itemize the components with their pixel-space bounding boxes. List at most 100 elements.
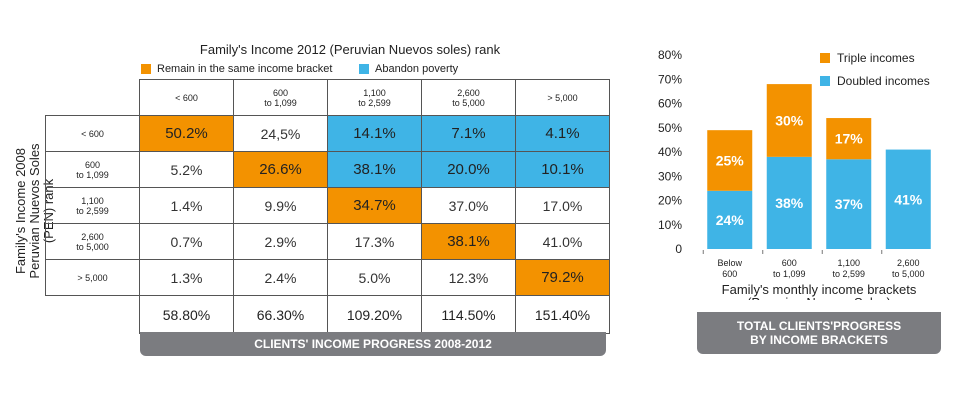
bar-segment bbox=[766, 84, 812, 157]
x-tick-label: to 1,099 bbox=[773, 269, 806, 279]
totals-blank bbox=[45, 295, 140, 334]
matrix-cell: 2.4% bbox=[233, 259, 328, 296]
bar-value-label: 30% bbox=[775, 112, 804, 128]
y-tick-label: 70% bbox=[658, 72, 682, 86]
matrix-cell: 17.3% bbox=[327, 223, 422, 260]
row-header: < 600 bbox=[45, 115, 140, 152]
matrix-row: 1,100 to 2,599 1.4% 9.9% 34.7% 37.0% 17.0% bbox=[45, 187, 610, 224]
matrix-cell: 5.0% bbox=[327, 259, 422, 296]
legend-blue-swatch bbox=[359, 64, 369, 74]
matrix-row: > 5,000 1.3% 2.4% 5.0% 12.3% 79.2% bbox=[45, 259, 610, 296]
income-matrix-table: < 600 600 to 1,099 1,100 to 2,599 2,600 to … bbox=[45, 79, 610, 334]
matrix-total-cell: 151.40% bbox=[515, 295, 610, 334]
matrix-cell: 26.6% bbox=[233, 151, 328, 188]
matrix-title: Family's Income 2012 (Peruvian Nuevos so… bbox=[199, 42, 501, 57]
matrix-cell: 38.1% bbox=[421, 223, 516, 260]
matrix-row: < 600 50.2% 24,5% 14.1% 7.1% 4.1% bbox=[45, 115, 610, 152]
matrix-cell: 2.9% bbox=[233, 223, 328, 260]
col-header: 600 to 1,099 bbox=[233, 79, 328, 116]
bar-value-label: 41% bbox=[894, 191, 923, 207]
matrix-cell: 7.1% bbox=[421, 115, 516, 152]
legend-abandon-label: Abandon poverty bbox=[375, 63, 459, 75]
matrix-banner: CLIENTS' INCOME PROGRESS 2008-2012 bbox=[140, 332, 606, 356]
matrix-total-cell: 109.20% bbox=[327, 295, 422, 334]
y-tick-label: 20% bbox=[658, 194, 682, 208]
matrix-cell: 4.1% bbox=[515, 115, 610, 152]
legend-label: Doubled incomes bbox=[837, 74, 930, 88]
x-tick-label: to 5,000 bbox=[892, 269, 925, 279]
legend-remain-label: Remain in the same income bracket bbox=[157, 63, 333, 75]
x-tick-label: 600 bbox=[782, 258, 797, 268]
matrix-row: 600 to 1,099 5.2% 26.6% 38.1% 20.0% 10.1% bbox=[45, 151, 610, 188]
legend-label: Triple incomes bbox=[837, 51, 915, 65]
x-tick-label: 1,100 bbox=[837, 258, 860, 268]
matrix-row: 2,600 to 5,000 0.7% 2.9% 17.3% 38.1% 41.0% bbox=[45, 223, 610, 260]
y-tick-label: 50% bbox=[658, 121, 682, 135]
matrix-cell: 17.0% bbox=[515, 187, 610, 224]
row-header: 2,600 to 5,000 bbox=[45, 223, 140, 260]
x-tick-label: 2,600 bbox=[897, 258, 920, 268]
matrix-cell: 37.0% bbox=[421, 187, 516, 224]
y-tick-label: 30% bbox=[658, 169, 682, 183]
matrix-total-cell: 58.80% bbox=[139, 295, 234, 334]
row-header: > 5,000 bbox=[45, 259, 140, 296]
x-tick-label: 600 bbox=[722, 269, 737, 279]
row-header: 600 to 1,099 bbox=[45, 151, 140, 188]
y-tick-label: 60% bbox=[658, 97, 682, 111]
col-header: < 600 bbox=[139, 79, 234, 116]
bar-segment bbox=[885, 149, 931, 249]
bar-segment bbox=[826, 159, 872, 249]
chart-banner-line1: TOTAL CLIENTS'PROGRESS bbox=[736, 319, 902, 333]
col-header: 1,100 to 2,599 bbox=[327, 79, 422, 116]
legend-orange-swatch bbox=[141, 64, 151, 74]
y-tick-label: 80% bbox=[658, 48, 682, 62]
legend-abandon: Abandon poverty bbox=[359, 63, 458, 75]
bar-value-label: 38% bbox=[775, 195, 804, 211]
bar-value-label: 37% bbox=[835, 196, 864, 212]
matrix-cell: 38.1% bbox=[327, 151, 422, 188]
x-axis-label: (Peruvian Nuevos Soles) bbox=[747, 295, 891, 300]
bar-segment bbox=[707, 190, 753, 249]
matrix-cell: 24,5% bbox=[233, 115, 328, 152]
matrix-cell: 20.0% bbox=[421, 151, 516, 188]
x-tick-label: to 2,599 bbox=[832, 269, 865, 279]
y-tick-label: 0 bbox=[675, 242, 682, 256]
matrix-cell: 5.2% bbox=[139, 151, 234, 188]
matrix-cell: 41.0% bbox=[515, 223, 610, 260]
chart-banner: TOTAL CLIENTS'PROGRESS BY INCOME BRACKET… bbox=[697, 312, 941, 354]
bar-value-label: 17% bbox=[835, 131, 864, 147]
legend-swatch bbox=[820, 76, 830, 86]
matrix-cell: 79.2% bbox=[515, 259, 610, 296]
matrix-cell: 9.9% bbox=[233, 187, 328, 224]
bar-segment bbox=[826, 118, 872, 160]
bar-value-label: 25% bbox=[716, 152, 745, 168]
matrix-y-label-line1: Family's Income 2008 bbox=[13, 147, 28, 275]
x-axis-label: Family's monthly income brackets bbox=[722, 282, 917, 297]
y-tick-label: 10% bbox=[658, 218, 682, 232]
x-tick-label: Below bbox=[717, 258, 742, 268]
matrix-total-cell: 66.30% bbox=[233, 295, 328, 334]
matrix-header-row: < 600 600 to 1,099 1,100 to 2,599 2,600 to … bbox=[45, 79, 610, 116]
matrix-cell: 1.3% bbox=[139, 259, 234, 296]
legend-remain: Remain in the same income bracket bbox=[141, 63, 332, 75]
matrix-cell: 14.1% bbox=[327, 115, 422, 152]
matrix-total-cell: 114.50% bbox=[421, 295, 516, 334]
matrix-cell: 1.4% bbox=[139, 187, 234, 224]
bar-segment bbox=[766, 156, 812, 249]
income-progress-bar-chart: 010%20%30%40%50%60%70%80%24%25%Below6003… bbox=[658, 48, 931, 300]
matrix-cell: 10.1% bbox=[515, 151, 610, 188]
matrix-cell: 12.3% bbox=[421, 259, 516, 296]
matrix-corner bbox=[45, 79, 140, 116]
matrix-cell: 34.7% bbox=[327, 187, 422, 224]
col-header: > 5,000 bbox=[515, 79, 610, 116]
matrix-totals-row: 58.80% 66.30% 109.20% 114.50% 151.40% bbox=[45, 295, 610, 334]
bar-segment bbox=[707, 130, 753, 191]
y-tick-label: 40% bbox=[658, 145, 682, 159]
bar-value-label: 24% bbox=[716, 212, 745, 228]
matrix-cell: 50.2% bbox=[139, 115, 234, 152]
row-header: 1,100 to 2,599 bbox=[45, 187, 140, 224]
legend-swatch bbox=[820, 53, 830, 63]
col-header: 2,600 to 5,000 bbox=[421, 79, 516, 116]
chart-banner-line2: BY INCOME BRACKETS bbox=[750, 333, 888, 347]
matrix-cell: 0.7% bbox=[139, 223, 234, 260]
